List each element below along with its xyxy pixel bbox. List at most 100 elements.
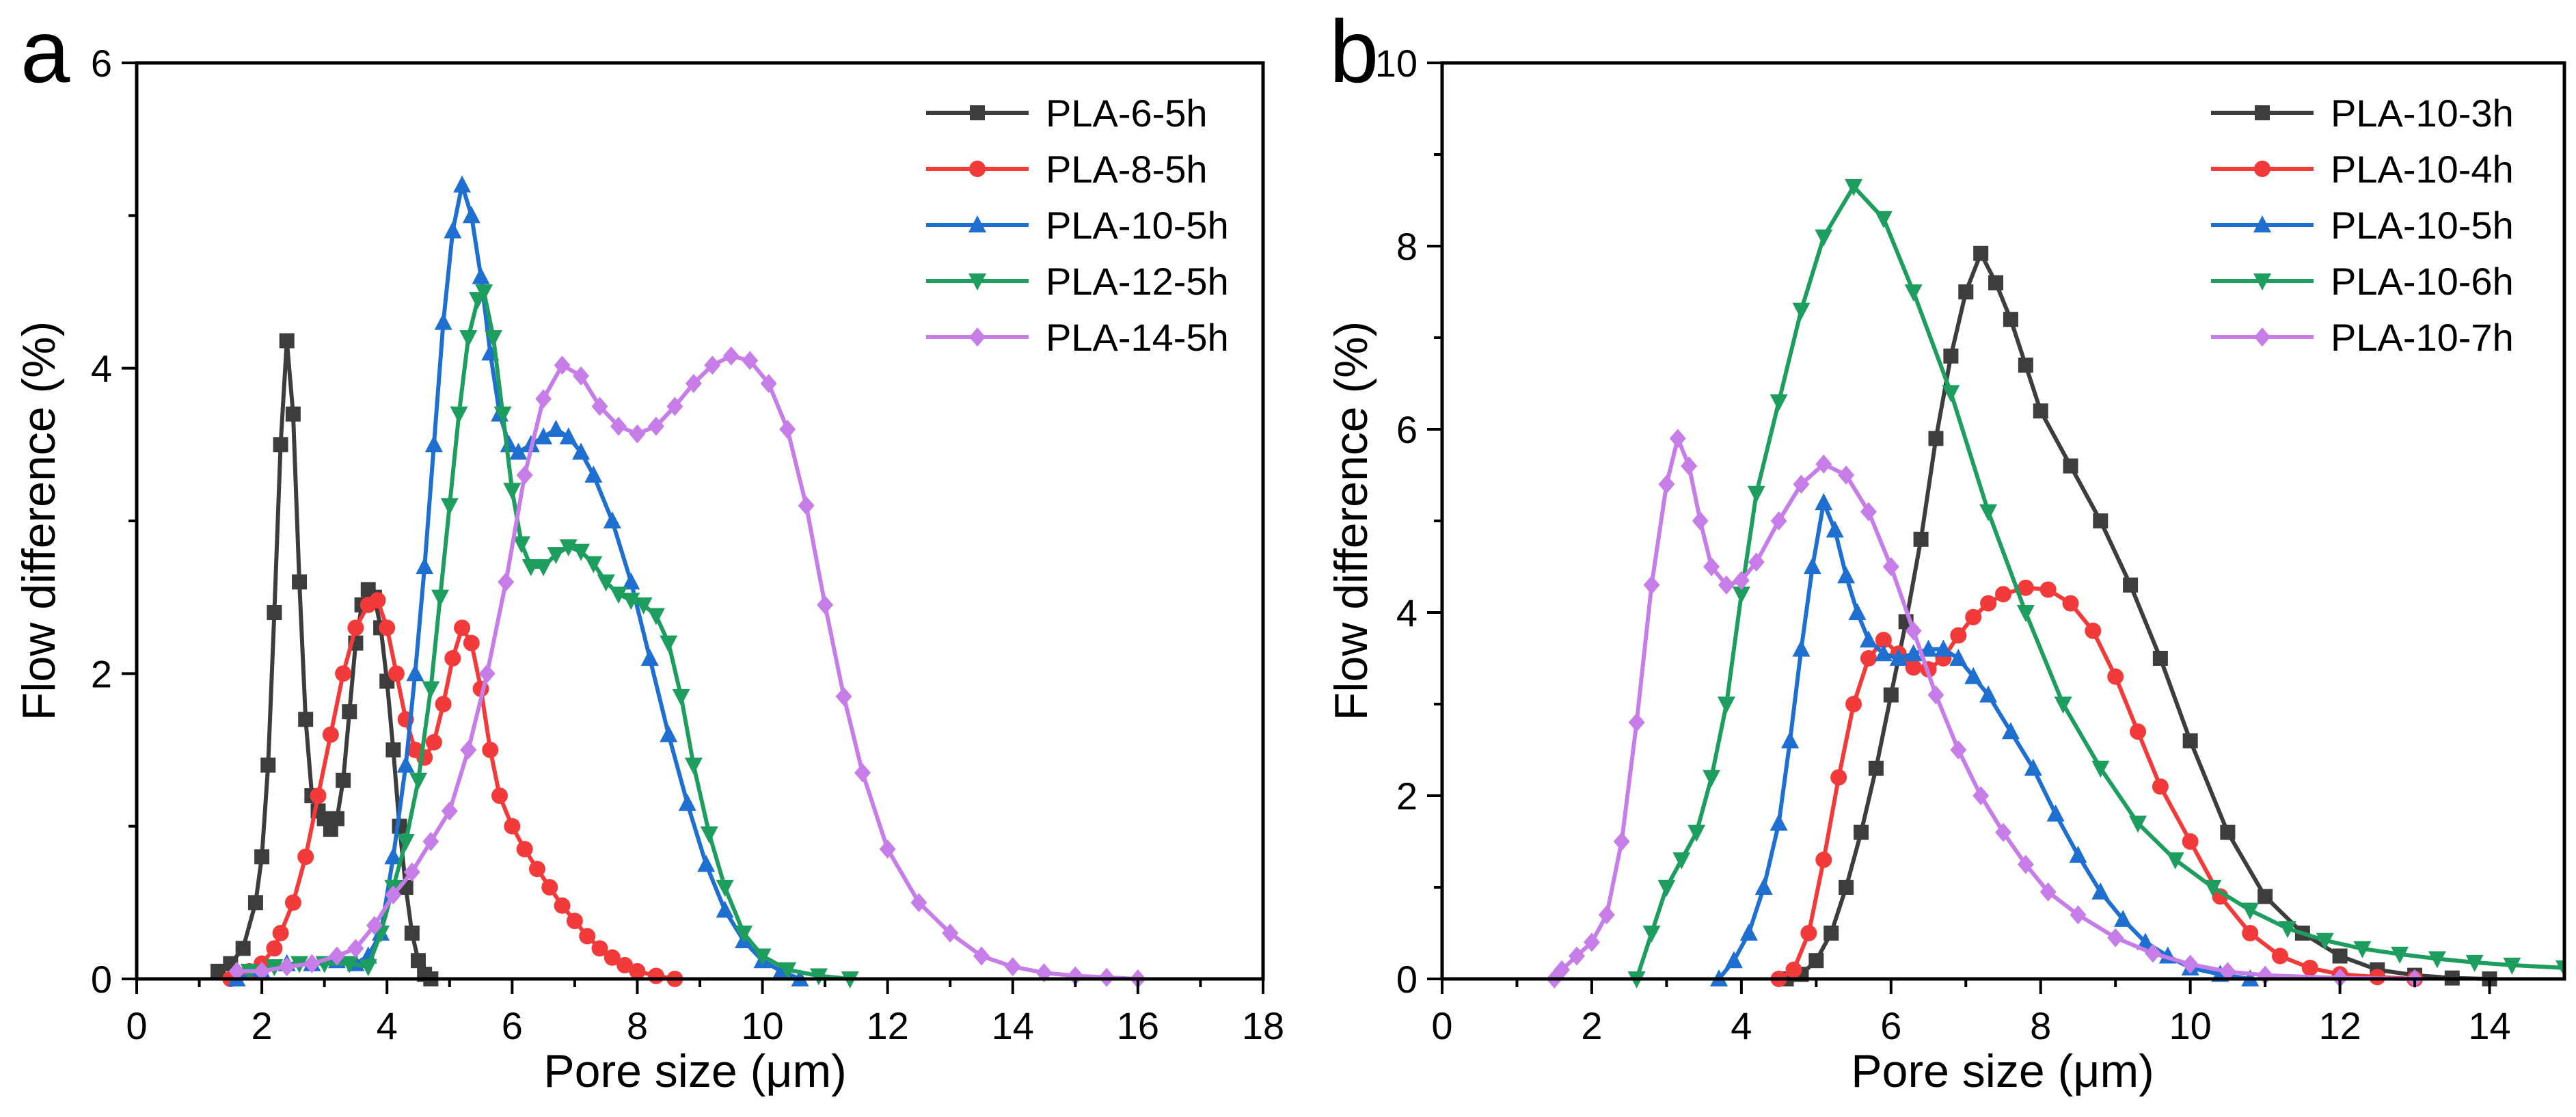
data-point-PLA-8-5h: [647, 967, 664, 984]
series-line-PLA-10-6h: [1634, 184, 2564, 980]
y-axis-label-a: Flow difference (%): [13, 321, 65, 721]
data-point-PLA-14-5h: [1067, 966, 1084, 986]
data-point-PLA-8-5h: [347, 619, 364, 636]
data-point-PLA-6-5h: [336, 772, 351, 788]
data-point-PLA-10-4h: [1830, 769, 1847, 786]
legend-marker: [2255, 105, 2270, 120]
data-point-PLA-10-5h: [1964, 667, 1983, 684]
data-point-PLA-10-7h: [1681, 456, 1698, 476]
panel-label-b: b: [1329, 1, 1379, 101]
data-point-PLA-12-5h: [597, 574, 615, 592]
data-point-PLA-10-5h: [1792, 639, 1811, 657]
data-point-PLA-10-4h: [1860, 650, 1877, 667]
data-point-PLA-10-5h: [1781, 731, 1800, 749]
data-point-PLA-10-6h: [1815, 229, 1833, 247]
series-line-PLA-10-7h: [1552, 436, 2415, 981]
data-point-PLA-10-7h: [1658, 474, 1675, 494]
data-point-PLA-12-5h: [475, 284, 493, 301]
data-point-PLA-10-3h: [1854, 824, 1869, 840]
legend-marker: [969, 161, 986, 177]
data-point-PLA-10-5h: [1754, 878, 1773, 895]
data-point-PLA-10-7h: [2107, 928, 2124, 947]
data-point-PLA-10-5h: [500, 435, 518, 453]
data-point-PLA-10-5h: [1837, 566, 1856, 584]
data-point-PLA-12-5h: [778, 962, 797, 980]
data-point-PLA-10-6h: [1672, 852, 1691, 870]
series-line-PLA-12-5h: [249, 290, 850, 981]
data-point-PLA-10-3h: [2063, 458, 2078, 474]
data-point-PLA-10-7h: [1554, 960, 1571, 980]
data-point-PLA-10-6h: [2353, 941, 2372, 958]
data-point-PLA-8-5h: [463, 634, 480, 651]
x-axis-label-b: Pore size (μm): [1851, 1045, 2154, 1097]
data-point-PLA-14-5h: [516, 466, 533, 485]
data-point-PLA-10-6h: [2241, 902, 2260, 920]
series-line-PLA-10-5h: [1717, 500, 2251, 981]
data-point-PLA-10-3h: [2182, 733, 2198, 749]
data-point-PLA-10-3h: [2033, 403, 2048, 419]
data-point-PLA-10-4h: [1965, 608, 1982, 625]
data-point-PLA-8-5h: [310, 788, 327, 804]
x-axis-label-a: Pore size (μm): [543, 1045, 846, 1097]
data-point-PLA-10-4h: [1800, 925, 1817, 941]
data-point-PLA-12-5h: [647, 608, 665, 625]
data-point-PLA-14-5h: [347, 939, 364, 958]
data-point-PLA-6-5h: [211, 963, 226, 979]
data-point-PLA-10-7h: [1748, 552, 1765, 572]
x-tick-label: 8: [2030, 1004, 2051, 1047]
data-point-PLA-12-5h: [431, 589, 450, 607]
data-point-PLA-6-5h: [329, 811, 344, 826]
data-point-PLA-10-5h: [1739, 924, 1758, 941]
data-point-PLA-14-5h: [854, 763, 871, 783]
data-point-PLA-10-4h: [1980, 595, 1997, 612]
data-point-PLA-12-5h: [684, 757, 703, 775]
data-point-PLA-14-5h: [942, 924, 959, 943]
data-point-PLA-8-5h: [335, 665, 352, 682]
data-point-PLA-10-4h: [1845, 696, 1862, 712]
data-point-PLA-12-5h: [547, 547, 565, 565]
data-point-PLA-10-5h: [1803, 557, 1821, 574]
data-point-PLA-12-5h: [753, 948, 772, 966]
data-point-PLA-6-5h: [285, 406, 301, 422]
y-tick-label: 8: [1396, 225, 1418, 268]
data-point-PLA-10-7h: [1598, 905, 1615, 925]
data-point-PLA-14-5h: [779, 420, 796, 439]
data-point-PLA-10-7h: [2144, 943, 2161, 963]
y-tick-label: 4: [91, 347, 112, 390]
data-point-PLA-10-4h: [2085, 622, 2102, 639]
data-point-PLA-6-5h: [267, 605, 282, 620]
y-axis-label-b: Flow difference (%): [1325, 321, 1377, 721]
data-point-PLA-10-7h: [2070, 905, 2087, 925]
data-point-PLA-10-6h: [1874, 211, 1893, 228]
data-point-PLA-8-5h: [482, 742, 499, 758]
data-point-PLA-10-7h: [1643, 575, 1660, 595]
data-point-PLA-14-5h: [573, 366, 590, 386]
data-point-PLA-10-5h: [1770, 813, 1788, 831]
data-point-PLA-10-6h: [2091, 760, 2110, 778]
data-point-PLA-12-5h: [534, 559, 553, 576]
data-point-PLA-10-7h: [1838, 466, 1855, 485]
data-point-PLA-10-6h: [1770, 394, 1788, 412]
x-tick-label: 6: [1880, 1004, 1901, 1047]
data-point-PLA-10-6h: [2555, 960, 2564, 978]
data-point-PLA-10-3h: [2258, 889, 2273, 904]
y-tick-label: 0: [91, 958, 112, 1001]
data-point-PLA-6-5h: [342, 704, 357, 720]
data-point-PLA-10-5h: [1815, 493, 1833, 511]
data-point-PLA-10-5h: [406, 664, 424, 682]
x-tick-label: 12: [2318, 1004, 2361, 1047]
data-point-PLA-10-5h: [472, 267, 490, 284]
legend-label: PLA-10-6h: [2331, 260, 2514, 303]
x-tick-label: 2: [252, 1004, 273, 1047]
data-point-PLA-8-5h: [388, 665, 405, 682]
legend-label: PLA-10-5h: [2331, 204, 2514, 247]
data-point-PLA-6-5h: [298, 712, 314, 727]
data-point-PLA-6-5h: [254, 849, 270, 865]
data-point-PLA-8-5h: [266, 940, 283, 957]
data-point-PLA-10-7h: [1583, 932, 1600, 952]
legend-label: PLA-12-5h: [1046, 260, 1229, 303]
plot-area-a: 0 2 4 6 8 10 12 14 16 18 0 2 4 6 PLA-6-5h PLA-8-5h PLA-1…: [91, 42, 1284, 1047]
data-point-PLA-10-4h: [1995, 586, 2011, 603]
data-point-PLA-10-5h: [2136, 932, 2154, 950]
data-point-PLA-10-5h: [434, 312, 452, 330]
